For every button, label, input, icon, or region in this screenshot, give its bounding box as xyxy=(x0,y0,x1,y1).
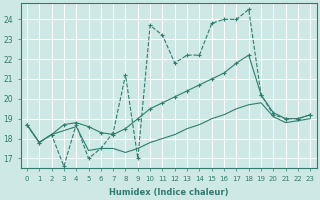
X-axis label: Humidex (Indice chaleur): Humidex (Indice chaleur) xyxy=(109,188,228,197)
